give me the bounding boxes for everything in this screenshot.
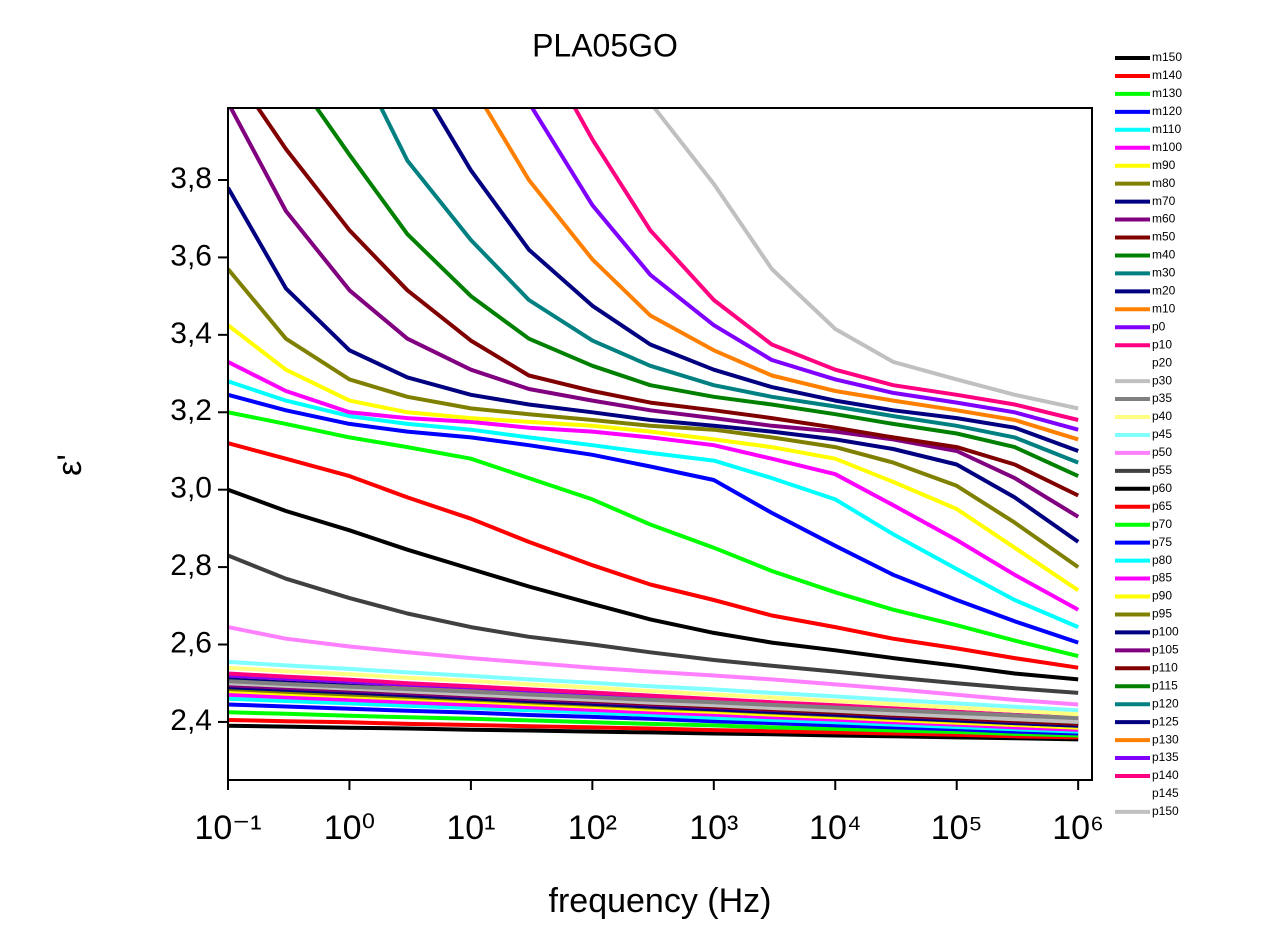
y-tick-label: 2,6 <box>170 626 212 659</box>
legend-label: p20 <box>1152 355 1172 369</box>
plot-lines <box>228 108 1080 742</box>
x-tick-label: 10² <box>568 809 617 847</box>
x-tick-label: 10⁶ <box>1052 809 1104 847</box>
plot-frame <box>227 107 1093 781</box>
series-line <box>572 108 1079 422</box>
series-line <box>378 108 1079 465</box>
legend-label: m150 <box>1152 50 1182 64</box>
legend-label: p115 <box>1152 678 1178 692</box>
x-tick-label: 10³ <box>689 809 738 847</box>
legend-label: p120 <box>1152 696 1179 710</box>
legend-label: p95 <box>1152 607 1172 621</box>
x-tick-label: 10⁰ <box>324 809 375 847</box>
legend-label: m30 <box>1152 266 1176 280</box>
x-tick-label: 10⁻¹ <box>194 809 261 847</box>
series-line <box>483 108 1079 442</box>
legend-label: m90 <box>1152 158 1176 172</box>
series-line <box>228 108 1080 519</box>
legend-label: p110 <box>1152 660 1178 674</box>
y-tick-label: 2,8 <box>170 549 212 582</box>
series-line <box>228 679 1079 721</box>
legend-label: m120 <box>1152 104 1182 118</box>
series-line <box>529 108 1079 432</box>
series-line <box>228 553 1079 695</box>
legend-label: m80 <box>1152 176 1176 190</box>
series-line <box>228 702 1079 736</box>
chart-title: PLA05GO <box>532 27 678 63</box>
series-line <box>255 108 1080 498</box>
legend-label: p135 <box>1152 750 1179 764</box>
legend-label: p130 <box>1152 732 1179 746</box>
legend-label: p140 <box>1152 768 1179 782</box>
legend-label: p65 <box>1152 499 1172 513</box>
legend-label: m20 <box>1152 284 1176 298</box>
series-line <box>228 410 1079 659</box>
series-line <box>314 108 1080 478</box>
legend-label: m110 <box>1152 122 1181 136</box>
legend-label: p125 <box>1152 714 1179 728</box>
legend-label: p145 <box>1152 786 1179 800</box>
legend-label: m10 <box>1152 301 1176 315</box>
series-line <box>228 487 1079 682</box>
series-line <box>228 723 1079 742</box>
y-tick-label: 3,4 <box>170 317 212 350</box>
legend-label: m50 <box>1152 230 1176 244</box>
series-line <box>228 659 1079 713</box>
y-axis-label: ε' <box>51 454 89 476</box>
y-tick-label: 3,6 <box>170 239 212 272</box>
series-line <box>228 681 1079 724</box>
series-line <box>228 323 1080 592</box>
series-line <box>228 696 1079 734</box>
legend-label: p55 <box>1152 463 1172 477</box>
x-tick-label: 10¹ <box>446 809 495 847</box>
legend-label: p85 <box>1152 571 1172 585</box>
legend-label: p80 <box>1152 553 1172 567</box>
legend-label: p50 <box>1152 445 1172 459</box>
series-line <box>228 186 1080 544</box>
y-tick-label: 3,2 <box>170 394 212 427</box>
legend-label: p35 <box>1152 391 1172 405</box>
legend-label: m140 <box>1152 68 1182 82</box>
series-line <box>228 710 1079 738</box>
x-axis-label: frequency (Hz) <box>549 882 772 920</box>
series-line <box>228 692 1079 732</box>
legend-label: m100 <box>1152 140 1182 154</box>
series-line <box>228 267 1080 569</box>
legend-label: p105 <box>1152 643 1179 657</box>
legend-label: p70 <box>1152 517 1172 531</box>
legend-label: p45 <box>1152 427 1172 441</box>
series-line <box>228 718 1079 740</box>
series-line <box>431 108 1079 453</box>
legend-label: p0 <box>1152 319 1166 333</box>
legend-label: m60 <box>1152 212 1176 226</box>
legend-label: m40 <box>1152 248 1176 262</box>
legend-label: p90 <box>1152 589 1172 603</box>
series-line <box>228 392 1079 645</box>
y-tick-label: 3,0 <box>170 472 212 505</box>
series-line <box>228 360 1080 612</box>
legend-label: m130 <box>1152 86 1182 100</box>
series-line <box>228 665 1079 717</box>
y-tick-label: 2,4 <box>170 704 212 737</box>
series-line <box>651 108 1079 411</box>
legend-label: p30 <box>1152 373 1172 387</box>
legend-label: p10 <box>1152 337 1172 351</box>
legend-label: p100 <box>1152 625 1179 639</box>
x-tick-label: 10⁵ <box>931 809 983 847</box>
series-line <box>228 379 1079 629</box>
legend-label: p40 <box>1152 409 1172 423</box>
legend-label: p150 <box>1152 804 1179 818</box>
legend-label: p60 <box>1152 481 1172 495</box>
y-tick-label: 3,8 <box>170 162 212 195</box>
legend-label: m70 <box>1152 194 1176 208</box>
legend-label: p75 <box>1152 535 1172 549</box>
series-line <box>228 625 1079 707</box>
series-line <box>228 441 1079 670</box>
x-tick-label: 10⁴ <box>809 809 861 847</box>
